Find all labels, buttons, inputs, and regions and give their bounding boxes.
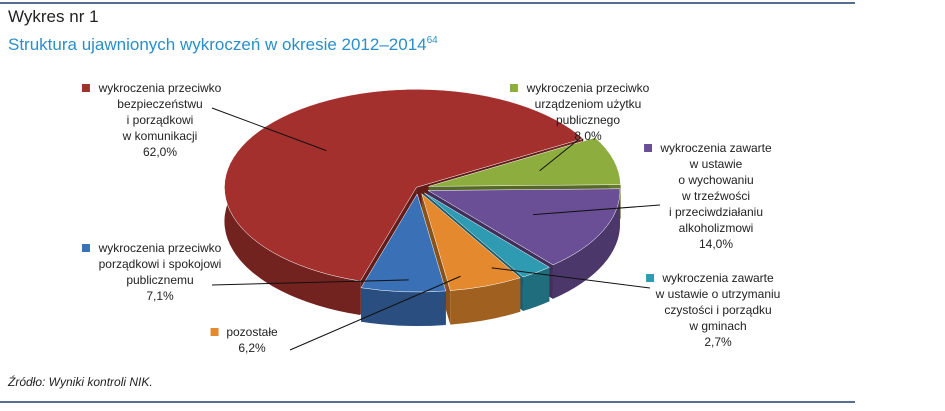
leader-line xyxy=(533,204,661,216)
value-label: 8,0% xyxy=(574,129,602,143)
leader-line xyxy=(211,107,327,152)
legend-label: wykroczenia przeciwko bezpieczeństwu i por… xyxy=(98,81,222,143)
value-label: 2,7% xyxy=(704,335,732,349)
slice-side xyxy=(361,287,446,327)
value-label: 7,1% xyxy=(146,289,174,303)
source: Źródło: Wyniki kontroli NIK. xyxy=(7,374,153,389)
slice xyxy=(428,137,621,187)
legend-label: wykroczenia zawarte w ustawie o utrzymani… xyxy=(655,271,781,333)
legend-marker xyxy=(646,274,655,282)
labels: wykroczenia przeciwko bezpieczeństwu i por… xyxy=(81,81,781,355)
chart-subtitle: Struktura ujawnionych wykroczeń w okresi… xyxy=(8,35,438,54)
legend-label: wykroczenia zawarte w ustawie o wychowaniu… xyxy=(659,141,772,235)
legend-label: wykroczenia przeciwko urządzeniom użytku p… xyxy=(526,81,650,127)
subtitle-text: Struktura ujawnionych wykroczeń w okresi… xyxy=(8,35,427,54)
pie xyxy=(224,89,621,327)
leader-line xyxy=(289,275,461,351)
subtitle-note: 64 xyxy=(427,35,439,46)
legend-label: wykroczenia przeciwko porządkowi i spokoj… xyxy=(98,241,222,287)
value-label: 6,2% xyxy=(238,341,266,355)
legend-marker xyxy=(81,244,90,252)
chart-title: Wykres nr 1 xyxy=(8,7,99,26)
slice-side xyxy=(450,277,521,325)
slice xyxy=(424,192,550,278)
leader-line xyxy=(211,279,409,286)
slice xyxy=(224,89,584,282)
slice xyxy=(360,193,447,293)
slice-side xyxy=(552,188,621,299)
slice xyxy=(421,192,521,291)
slice xyxy=(427,188,621,266)
value-label: 62,0% xyxy=(143,145,177,159)
leader-line xyxy=(491,267,651,289)
value-label: 14,0% xyxy=(699,237,733,251)
leader-line xyxy=(539,139,579,172)
slice-side xyxy=(522,267,550,312)
legend-marker xyxy=(644,144,653,152)
legend-label: pozostałe xyxy=(226,325,278,339)
legend-marker xyxy=(81,84,90,92)
legend-marker xyxy=(509,84,518,92)
legend-marker xyxy=(210,328,219,336)
